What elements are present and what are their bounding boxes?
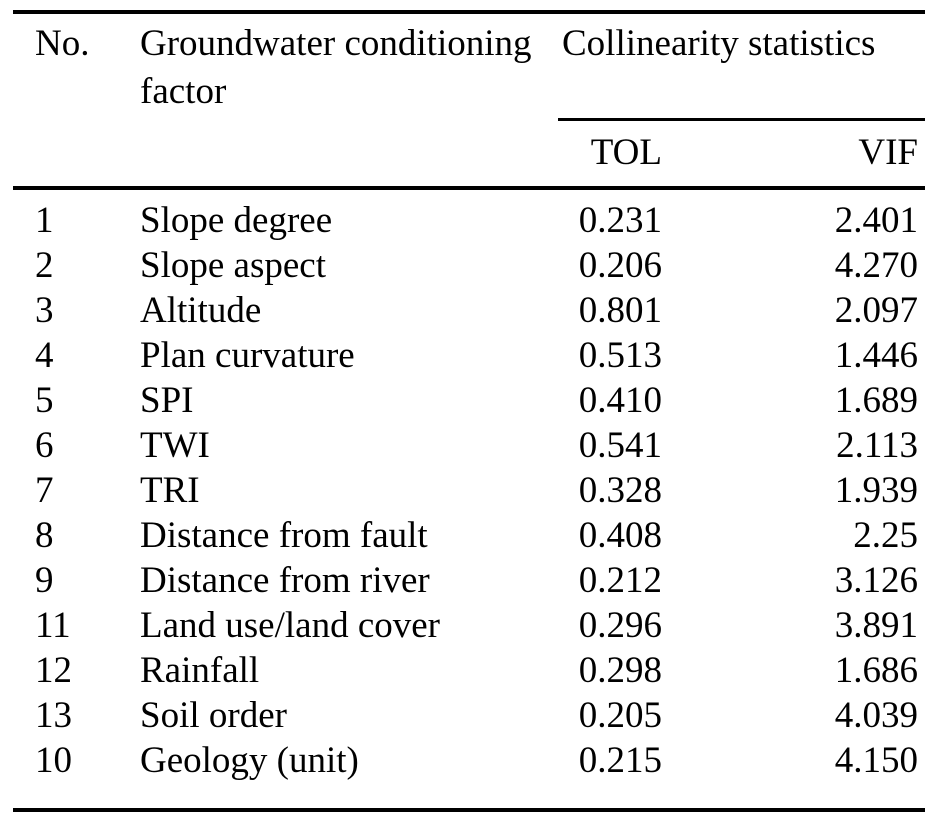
cell-vif: 2.113 xyxy=(836,425,918,466)
table-row: 11 Land use/land cover 0.296 3.891 xyxy=(13,603,925,648)
cell-vif: 4.270 xyxy=(834,245,918,286)
cell-factor: Slope aspect xyxy=(140,245,326,286)
header-row-sub: TOL VIF xyxy=(13,119,925,190)
cell-vif: 2.401 xyxy=(834,200,918,241)
cell-no: 2 xyxy=(35,245,54,286)
cell-factor: Plan curvature xyxy=(140,335,355,376)
cell-no: 1 xyxy=(35,200,54,241)
cell-factor: TWI xyxy=(140,425,210,466)
cell-tol: 0.215 xyxy=(578,740,662,781)
cell-factor: Altitude xyxy=(140,290,262,331)
cell-no: 4 xyxy=(35,335,54,376)
table-header: No. Groundwater conditioning factor Coll… xyxy=(13,12,925,190)
cell-no: 13 xyxy=(35,695,72,736)
table-row: 7 TRI 0.328 1.939 xyxy=(13,468,925,513)
cell-no: 3 xyxy=(35,290,54,331)
cell-factor: Geology (unit) xyxy=(140,740,359,781)
table-row: 8 Distance from fault 0.408 2.25 xyxy=(13,513,925,558)
table-row: 9 Distance from river 0.212 3.126 xyxy=(13,558,925,603)
cell-vif: 3.126 xyxy=(834,560,918,601)
cell-tol: 0.206 xyxy=(578,245,662,286)
cell-factor: Slope degree xyxy=(140,200,333,241)
cell-no: 8 xyxy=(35,515,54,556)
cell-vif: 1.689 xyxy=(834,380,918,421)
cell-no: 12 xyxy=(35,650,72,691)
collinearity-statistics-table: No. Groundwater conditioning factor Coll… xyxy=(13,10,925,812)
table-row: 1 Slope degree 0.231 2.401 xyxy=(13,188,925,243)
cell-factor: Distance from fault xyxy=(140,515,428,556)
table-body: 1 Slope degree 0.231 2.401 2 Slope aspect 0.20… xyxy=(13,188,925,810)
cell-vif: 3.891 xyxy=(834,605,918,646)
table-row: 6 TWI 0.541 2.113 xyxy=(13,423,925,468)
col-header-no: No. xyxy=(13,12,140,190)
table-row: 13 Soil order 0.205 4.039 xyxy=(13,693,925,738)
col-header-collinearity-group: Collinearity statistics xyxy=(558,12,925,121)
cell-tol: 0.408 xyxy=(578,515,662,556)
cell-no: 5 xyxy=(35,380,54,421)
cell-tol: 0.231 xyxy=(578,200,662,241)
col-header-factor: Groundwater conditioning factor xyxy=(140,12,558,190)
cell-no: 7 xyxy=(35,470,54,511)
table-row: 5 SPI 0.410 1.689 xyxy=(13,378,925,423)
col-header-vif: VIF xyxy=(662,119,925,190)
cell-vif: 1.446 xyxy=(834,335,918,376)
cell-tol: 0.801 xyxy=(578,290,662,331)
table-row: 2 Slope aspect 0.206 4.270 xyxy=(13,243,925,288)
cell-vif: 4.150 xyxy=(834,740,918,781)
cell-vif: 2.097 xyxy=(834,290,918,331)
table-row: 4 Plan curvature 0.513 1.446 xyxy=(13,333,925,378)
cell-no: 6 xyxy=(35,425,54,466)
table-row: 10 Geology (unit) 0.215 4.150 xyxy=(13,738,925,810)
cell-vif: 4.039 xyxy=(834,695,918,736)
cell-tol: 0.205 xyxy=(578,695,662,736)
cell-no: 11 xyxy=(35,605,71,646)
cell-tol: 0.328 xyxy=(578,470,662,511)
cell-vif: 1.939 xyxy=(834,470,918,511)
cell-tol: 0.410 xyxy=(578,380,662,421)
cell-factor: TRI xyxy=(140,470,200,511)
cell-factor: Soil order xyxy=(140,695,287,736)
cell-no: 10 xyxy=(35,740,72,781)
cell-factor: Land use/land cover xyxy=(140,605,440,646)
cell-factor: Rainfall xyxy=(140,650,260,691)
cell-tol: 0.298 xyxy=(578,650,662,691)
cell-factor: Distance from river xyxy=(140,560,430,601)
cell-vif: 2.25 xyxy=(853,515,918,556)
cell-tol: 0.212 xyxy=(578,560,662,601)
header-row-top: No. Groundwater conditioning factor Coll… xyxy=(13,12,925,190)
table-row: 3 Altitude 0.801 2.097 xyxy=(13,288,925,333)
cell-vif: 1.686 xyxy=(834,650,918,691)
col-header-tol: TOL xyxy=(558,119,662,190)
cell-tol: 0.541 xyxy=(578,425,662,466)
cell-no: 9 xyxy=(35,560,54,601)
cell-tol: 0.513 xyxy=(578,335,662,376)
cell-factor: SPI xyxy=(140,380,194,421)
cell-tol: 0.296 xyxy=(578,605,662,646)
table-row: 12 Rainfall 0.298 1.686 xyxy=(13,648,925,693)
